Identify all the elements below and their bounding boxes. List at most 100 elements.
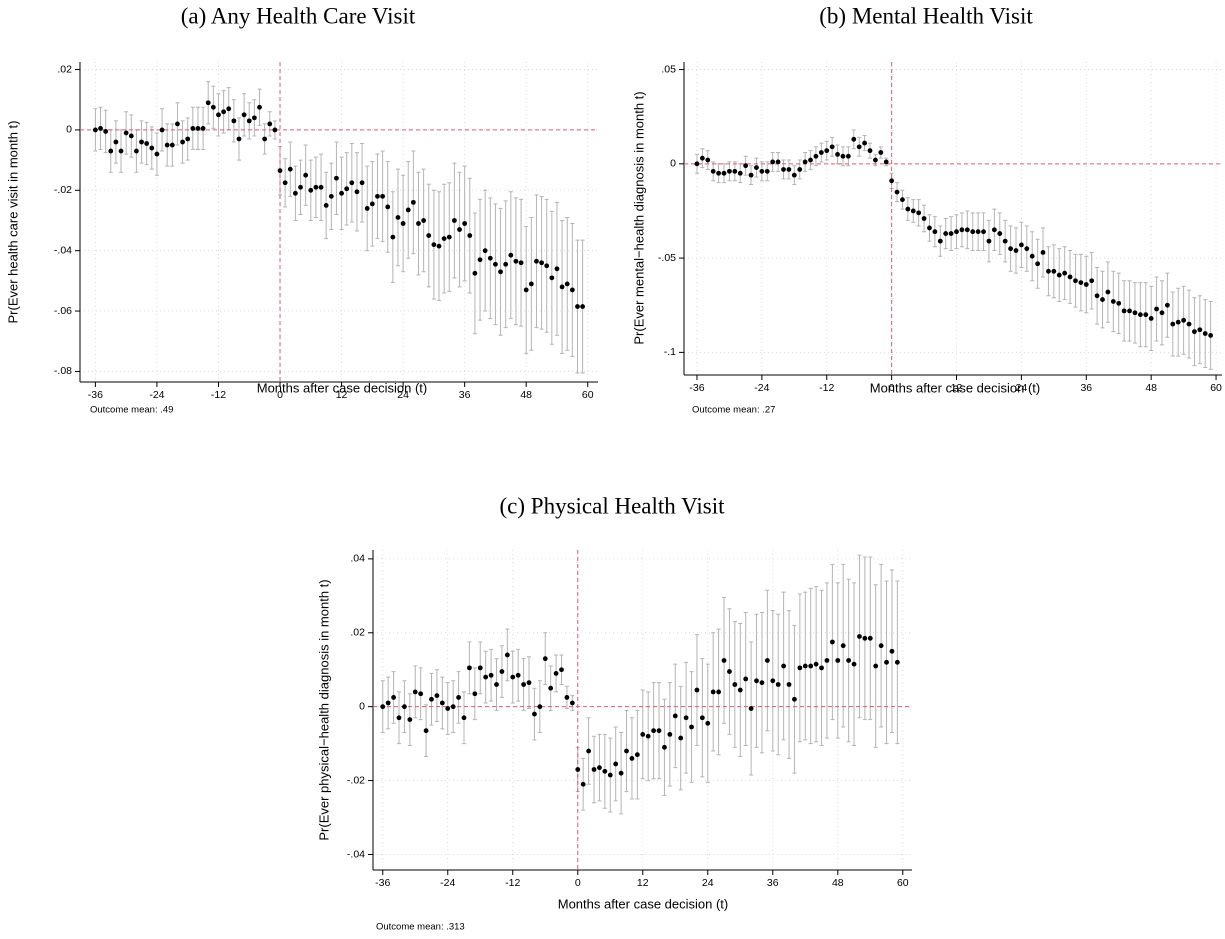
point: [948, 231, 954, 236]
point: [293, 190, 298, 196]
y-tick-label: -.04: [347, 848, 365, 860]
x-tick-label: 12: [637, 877, 649, 889]
point: [537, 704, 543, 710]
point: [1143, 312, 1149, 318]
x-tick-label: 0: [277, 389, 283, 401]
point: [786, 167, 792, 172]
point: [845, 153, 851, 159]
note: Outcome mean: .27: [692, 405, 775, 416]
point: [513, 258, 519, 264]
point: [846, 658, 852, 663]
point: [580, 304, 586, 309]
point: [916, 210, 922, 216]
point: [123, 130, 129, 136]
point: [829, 144, 835, 150]
point: [262, 136, 268, 142]
point: [575, 767, 581, 772]
point: [1148, 316, 1154, 321]
point: [396, 715, 402, 721]
point: [431, 242, 437, 248]
point: [493, 261, 498, 267]
point: [439, 700, 445, 706]
point: [472, 691, 478, 697]
point: [640, 731, 646, 737]
point: [943, 231, 949, 236]
point: [128, 133, 134, 139]
point: [526, 680, 532, 686]
point: [1094, 293, 1100, 299]
point: [1089, 278, 1095, 284]
point: [975, 229, 981, 235]
point: [210, 104, 216, 110]
point: [1170, 321, 1176, 327]
point: [380, 193, 385, 199]
point: [375, 193, 380, 199]
point: [586, 748, 591, 754]
y-tick-label: -.02: [54, 184, 72, 196]
point: [889, 178, 895, 184]
x-tick-label: 0: [889, 382, 895, 394]
point: [883, 159, 889, 165]
point: [694, 161, 700, 167]
point: [1110, 299, 1116, 304]
point: [185, 136, 191, 142]
point: [959, 227, 965, 233]
point: [477, 665, 483, 671]
point: [154, 151, 160, 157]
point: [1046, 268, 1051, 274]
point: [477, 257, 483, 263]
point: [937, 238, 943, 244]
point: [1127, 308, 1132, 314]
point: [515, 672, 521, 678]
point: [450, 704, 456, 710]
point: [539, 260, 544, 266]
point: [498, 269, 503, 275]
point: [1208, 333, 1214, 338]
x-tick-label: 24: [702, 877, 714, 889]
point: [534, 258, 539, 264]
point: [878, 643, 884, 649]
x-tick-label: 48: [832, 877, 844, 889]
point: [103, 129, 109, 134]
point: [705, 720, 711, 726]
point: [986, 238, 992, 244]
x-tick-label: 0: [575, 877, 581, 889]
point: [1008, 246, 1013, 252]
point: [1062, 270, 1068, 276]
point: [770, 678, 776, 684]
point: [964, 227, 970, 233]
point: [221, 109, 227, 115]
y-tick-label: -.05: [658, 252, 676, 264]
point: [559, 667, 564, 673]
point: [548, 685, 554, 691]
point: [504, 652, 510, 658]
point: [339, 190, 344, 196]
point: [710, 689, 716, 695]
point: [1040, 250, 1046, 255]
x-tick-label: 36: [1080, 382, 1092, 394]
point: [98, 126, 103, 131]
point: [421, 218, 427, 223]
point: [894, 189, 900, 195]
point: [216, 112, 221, 118]
point: [564, 281, 570, 287]
point: [385, 204, 391, 210]
point: [494, 682, 499, 687]
point: [689, 724, 694, 730]
point: [781, 663, 787, 669]
y-tick-label: 0: [670, 158, 676, 170]
point: [607, 772, 613, 778]
point: [467, 665, 472, 671]
point: [894, 659, 900, 665]
point: [1202, 331, 1208, 336]
point: [487, 255, 493, 261]
point: [1197, 327, 1203, 333]
point: [1067, 274, 1073, 280]
point: [759, 680, 765, 686]
point: [1035, 261, 1041, 267]
point: [1024, 246, 1030, 252]
point: [835, 658, 841, 663]
point: [445, 706, 451, 711]
point: [591, 767, 597, 772]
